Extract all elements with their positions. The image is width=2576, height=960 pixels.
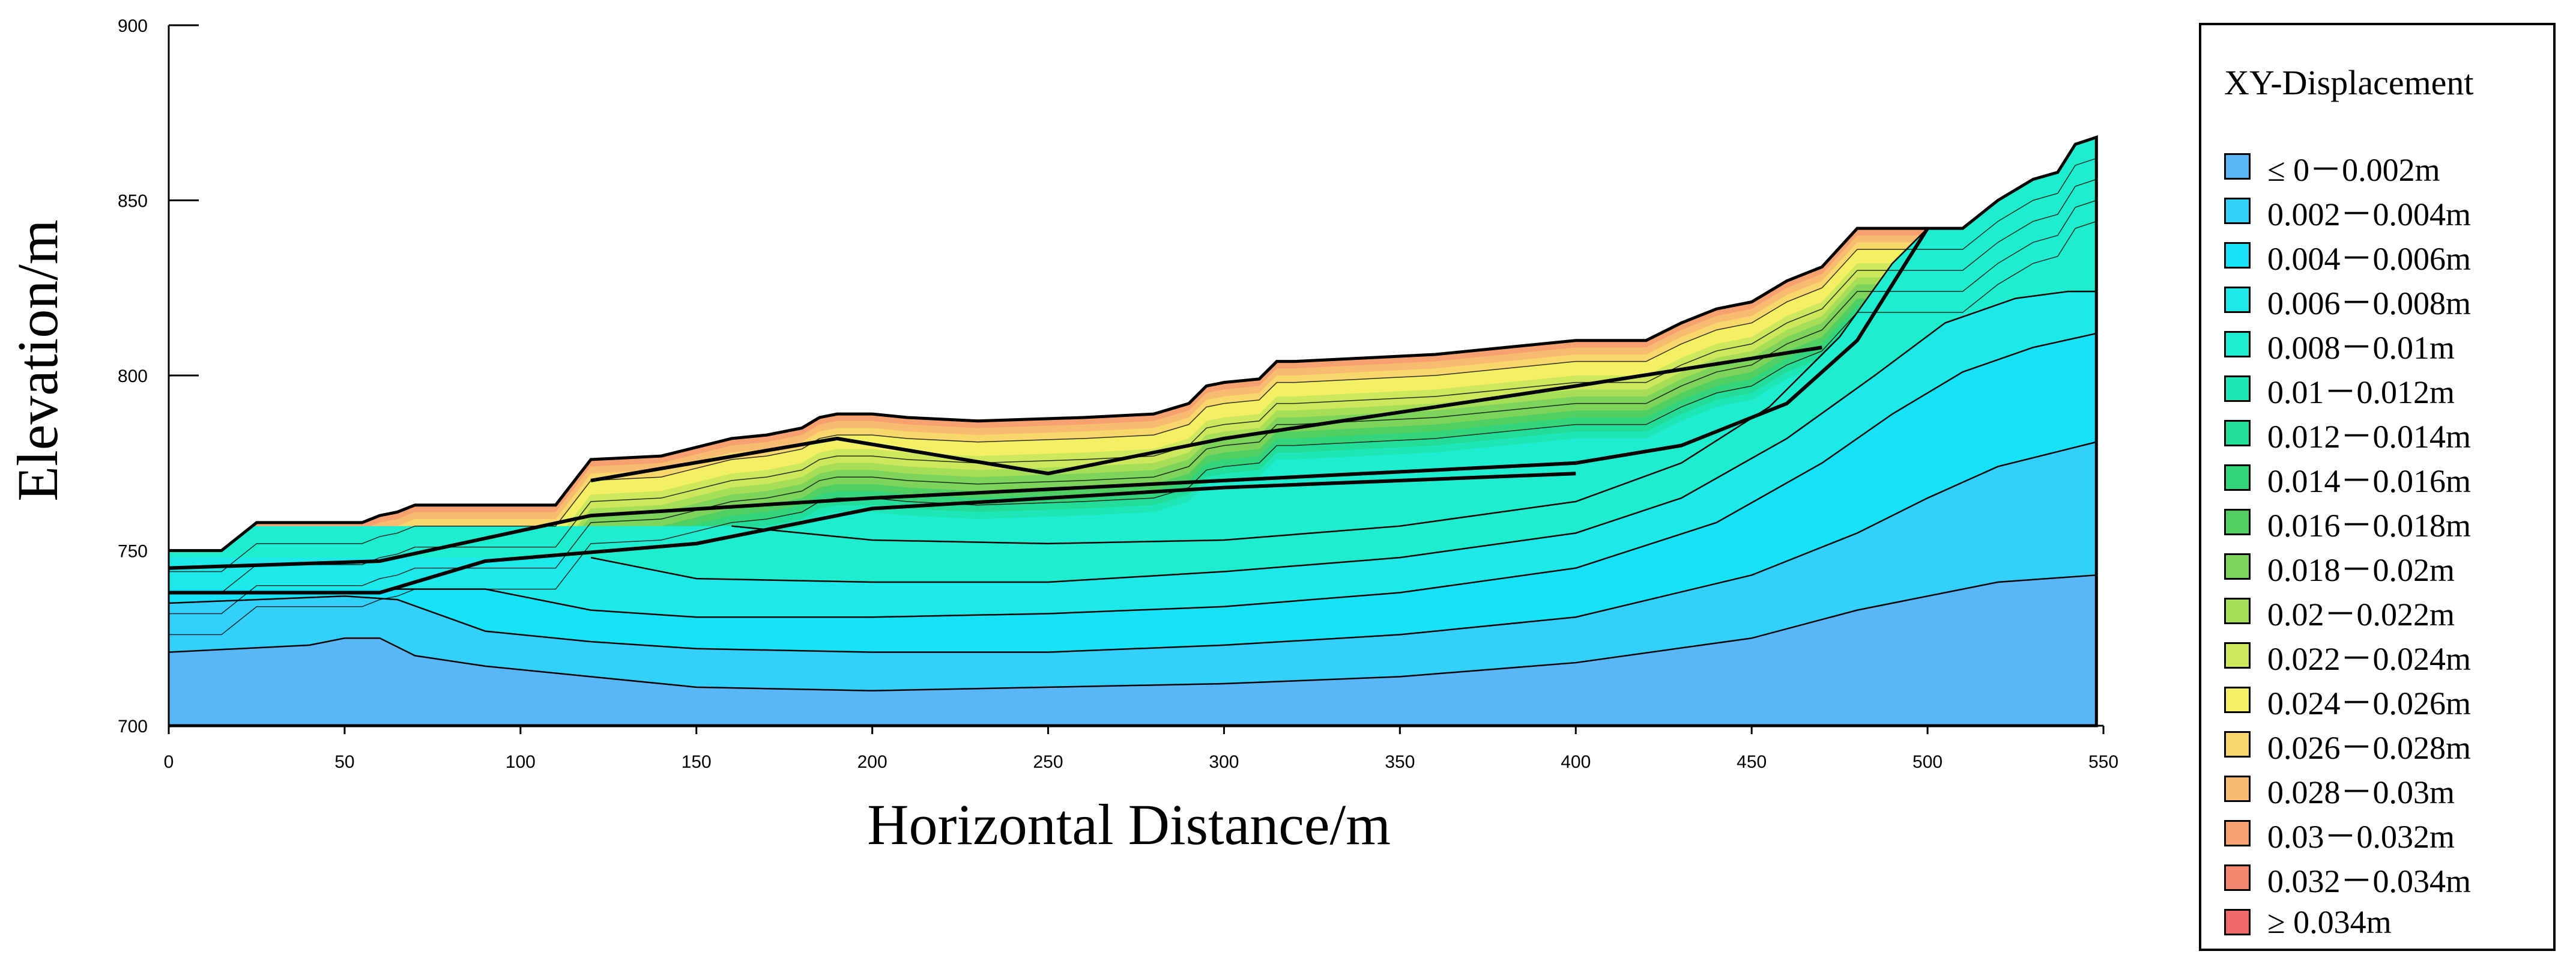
- legend-label: 0.028－0.03m: [2267, 774, 2455, 810]
- legend-item: 0.016－0.018m: [2224, 505, 2471, 544]
- legend-swatch: [2224, 242, 2251, 269]
- legend-swatch: [2224, 198, 2251, 224]
- legend-label: ≥ 0.034m: [2267, 904, 2392, 940]
- legend-item: 0.018－0.02m: [2224, 549, 2455, 588]
- legend-label: 0.016－0.018m: [2267, 507, 2472, 544]
- legend-item: 0.024－0.026m: [2224, 682, 2471, 722]
- chart-fill-layer: [169, 137, 2097, 726]
- legend-item: 0.01－0.012m: [2224, 371, 2455, 410]
- ground-surface: [169, 135, 2098, 728]
- legend-label: 0.004－0.006m: [2267, 240, 2472, 277]
- legend-item: 0.02－0.022m: [2224, 594, 2455, 633]
- legend-label: 0.018－0.02m: [2267, 551, 2455, 588]
- legend-swatch: [2224, 153, 2251, 180]
- legend-label: 0.03－0.032m: [2267, 818, 2455, 855]
- contour-line: [169, 157, 2097, 573]
- legend-item: 0.012－0.014m: [2224, 416, 2471, 455]
- legend-label: 0.008－0.01m: [2267, 329, 2455, 366]
- legend-title: XY-Displacement: [2224, 63, 2474, 102]
- legend-label: 0.012－0.014m: [2267, 418, 2472, 455]
- legend-item: 0.006－0.008m: [2224, 282, 2471, 321]
- legend-label: 0.002－0.004m: [2267, 196, 2472, 232]
- x-tick-label: 200: [857, 752, 887, 772]
- x-tick-label: 300: [1209, 752, 1239, 772]
- legend: XY-Displacement ≤ 0－0.002m 0.002－0.004m 0.…: [2199, 23, 2556, 951]
- legend-item: 0.022－0.024m: [2224, 638, 2471, 677]
- legend-label: ≤ 0－0.002m: [2267, 151, 2440, 188]
- legend-swatch: [2224, 598, 2251, 624]
- displacement-band: [169, 575, 2097, 726]
- legend-swatch: [2224, 642, 2251, 669]
- x-tick-label: 400: [1561, 752, 1591, 772]
- chart-contour-layer: [169, 157, 2097, 691]
- legend-item: 0.028－0.03m: [2224, 771, 2455, 810]
- contour-line: [590, 290, 2097, 583]
- legend-swatch: [2224, 375, 2251, 402]
- legend-label: 0.006－0.008m: [2267, 285, 2472, 321]
- displacement-chart: 0 50 100 150 200 250 300 350 400 450 500 550 700 750 8…: [5, 16, 2118, 857]
- legend-item: 0.026－0.028m: [2224, 727, 2471, 766]
- legend-swatch: [2224, 420, 2251, 446]
- contour-line: [169, 441, 2097, 653]
- contour-line: [169, 574, 2097, 691]
- legend-label: 0.014－0.016m: [2267, 463, 2472, 499]
- x-tick-label: 550: [2088, 752, 2118, 772]
- legend-swatch: [2224, 287, 2251, 313]
- legend-swatch: [2224, 864, 2251, 891]
- legend-label: 0.01－0.012m: [2267, 374, 2455, 410]
- legend-item: 0.032－0.034m: [2224, 860, 2471, 899]
- y-tick-label: 700: [118, 717, 148, 737]
- legend-swatch: [2224, 509, 2251, 535]
- x-tick-label: 500: [1912, 752, 1943, 772]
- x-tick-label: 150: [682, 752, 712, 772]
- legend-item: 0.008－0.01m: [2224, 327, 2455, 366]
- legend-item: 0.014－0.016m: [2224, 460, 2471, 499]
- legend-label: 0.026－0.028m: [2267, 729, 2472, 766]
- stratum-boundary: [169, 472, 1576, 595]
- legend-item: ≤ 0－0.002m: [2224, 149, 2440, 188]
- legend-swatch: [2224, 553, 2251, 580]
- y-tick-label: 900: [118, 16, 148, 36]
- stratum-boundary: [169, 227, 1929, 570]
- contour-line: [387, 332, 2097, 618]
- x-tick-label: 0: [164, 752, 174, 772]
- legend-swatch: [2224, 909, 2251, 935]
- legend-item: 0.002－0.004m: [2224, 193, 2471, 232]
- contour-line: [169, 220, 2097, 636]
- displacement-band: [169, 442, 2097, 726]
- y-tick-label: 850: [118, 192, 148, 211]
- legend-swatch: [2224, 731, 2251, 758]
- legend-item: 0.03－0.032m: [2224, 816, 2455, 855]
- legend-label: 0.032－0.034m: [2267, 863, 2472, 899]
- stratum-boundary: [590, 345, 1822, 482]
- contour-line: [169, 199, 2097, 615]
- y-tick-label: 750: [118, 542, 148, 562]
- legend-label: 0.02－0.022m: [2267, 596, 2455, 633]
- y-tick-label: 800: [118, 366, 148, 386]
- legend-swatch: [2224, 687, 2251, 713]
- y-axis-title: Elevation/m: [5, 219, 70, 501]
- x-tick-label: 100: [506, 752, 536, 772]
- x-tick-label: 350: [1385, 752, 1415, 772]
- x-tick-label: 50: [334, 752, 354, 772]
- legend-label: 0.024－0.026m: [2267, 685, 2472, 722]
- legend-item: ≥ 0.034m: [2224, 904, 2392, 940]
- legend-swatch: [2224, 464, 2251, 491]
- legend-label: 0.022－0.024m: [2267, 640, 2472, 677]
- x-tick-label: 450: [1737, 752, 1767, 772]
- legend-swatch: [2224, 331, 2251, 357]
- x-tick-label: 250: [1033, 752, 1063, 772]
- legend-item: 0.004－0.006m: [2224, 238, 2471, 277]
- legend-swatch: [2224, 776, 2251, 802]
- x-axis-title: Horizontal Distance/m: [867, 792, 1391, 857]
- legend-swatch: [2224, 820, 2251, 846]
